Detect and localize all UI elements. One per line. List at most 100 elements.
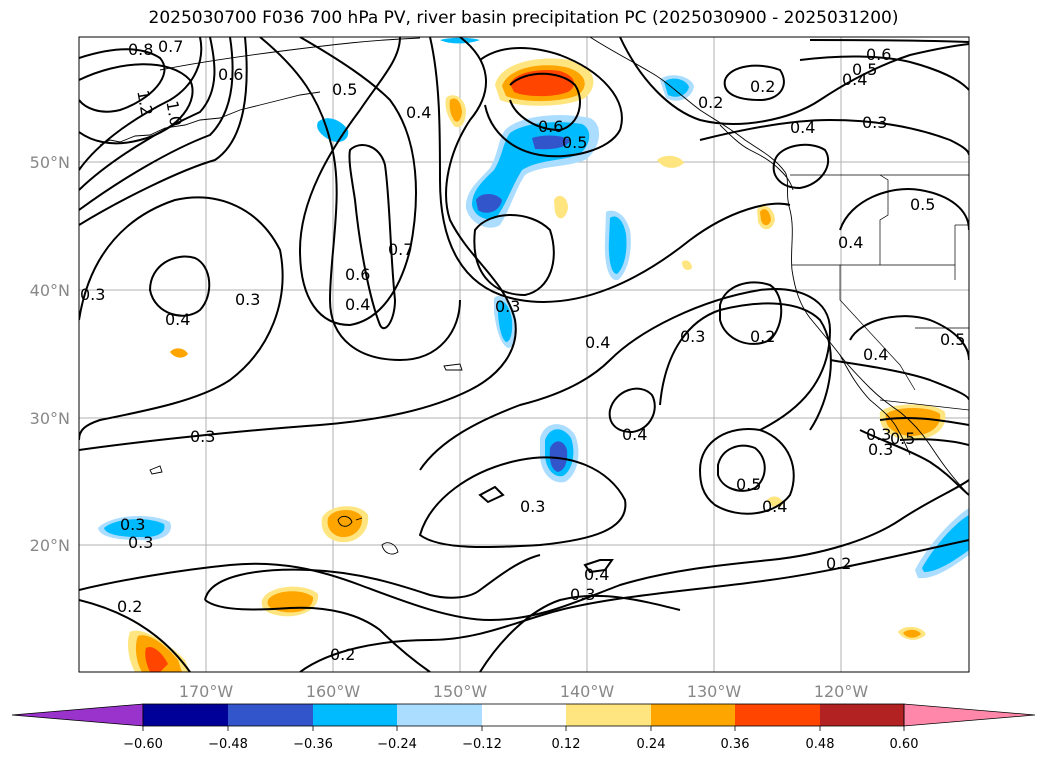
contour-labels: 0.8 0.7 1.2 1.0 0.6 0.5 0.4 0.3 0.6 0.5 … xyxy=(80,37,965,664)
contour-label: 0.4 xyxy=(345,295,370,314)
colorbar-swatch xyxy=(397,704,482,726)
lat-label: 20°N xyxy=(30,536,70,555)
contour-label: 0.2 xyxy=(330,645,355,664)
precip-blob-negative xyxy=(922,515,969,572)
contour-label: 0.2 xyxy=(826,554,851,573)
pv-contour xyxy=(204,599,431,672)
precip-blob-negative xyxy=(549,441,568,472)
contour-label: 0.4 xyxy=(584,565,609,584)
pv-contour xyxy=(659,302,832,431)
lon-label: 170°W xyxy=(179,682,234,701)
pv-contour xyxy=(839,188,969,231)
colorbar-outline xyxy=(142,703,905,727)
contour-label: 0.3 xyxy=(120,515,145,534)
contour-label: 0.2 xyxy=(750,77,775,96)
colorbar-swatch xyxy=(566,704,651,726)
pv-contour xyxy=(608,387,656,434)
contour-label: 0.4 xyxy=(863,345,888,364)
island-small xyxy=(149,465,163,475)
precip-blob-positive xyxy=(682,260,692,270)
pv-contour xyxy=(299,539,969,672)
islands-aleutians xyxy=(99,91,321,146)
map-frame xyxy=(78,36,970,673)
pv-contour xyxy=(809,39,969,43)
border-ca-nv xyxy=(839,265,916,391)
colorbar-tick-label: −0.24 xyxy=(377,737,417,752)
precip-blob-positive xyxy=(760,209,771,226)
precip-blob-positive xyxy=(903,629,921,638)
pv-contour xyxy=(79,37,216,191)
lon-label: 130°W xyxy=(687,682,742,701)
pv-contour xyxy=(79,37,248,226)
precip-blob-negative xyxy=(532,135,570,150)
contour-label: 0.3 xyxy=(862,113,887,132)
precip-blob-positive xyxy=(885,408,941,436)
contour-label: 0.5 xyxy=(562,133,587,152)
contour-label: 0.6 xyxy=(345,265,370,284)
colorbar-swatch xyxy=(820,704,904,726)
pv-contour xyxy=(698,428,795,515)
lon-label: 160°W xyxy=(306,682,361,701)
precip-blob-negative xyxy=(664,78,689,97)
pv-contour xyxy=(479,47,623,158)
contour-label: 0.4 xyxy=(406,103,431,122)
pv-contour xyxy=(298,37,417,327)
colorbar-tick-label: 0.60 xyxy=(890,737,919,752)
colorbar-tick-label: 0.36 xyxy=(721,737,750,752)
colorbar-tick-label: 0.48 xyxy=(806,737,835,752)
precip-blob-positive xyxy=(145,646,168,672)
contour-label: 0.4 xyxy=(838,233,863,252)
precip-blob-negative xyxy=(476,194,502,213)
island-hawaii xyxy=(337,515,399,555)
contour-label: 0.3 xyxy=(680,327,705,346)
contour-label: 0.4 xyxy=(622,425,647,444)
pv-contour xyxy=(829,359,969,401)
pv-contour xyxy=(419,288,832,471)
contour-label: 0.3 xyxy=(495,297,520,316)
contour-label: 0.3 xyxy=(520,497,545,516)
pv-contour xyxy=(478,485,505,504)
contour-label: 0.3 xyxy=(570,585,595,604)
colorbar-extend-high xyxy=(903,703,1036,727)
coastlines xyxy=(99,37,969,555)
colorbar-swatch xyxy=(143,704,228,726)
pv-contour xyxy=(79,48,166,113)
pv-contour xyxy=(148,255,211,317)
border-id xyxy=(879,174,889,265)
pv-contours xyxy=(79,37,969,672)
pv-contour xyxy=(429,37,791,303)
contour-label: 0.3 xyxy=(190,427,215,446)
colorbar-swatch xyxy=(735,704,820,726)
colorbar-swatch xyxy=(228,704,313,726)
contour-label: 0.4 xyxy=(585,333,610,352)
pv-contour xyxy=(849,315,969,361)
pv-contour xyxy=(583,559,614,574)
contour-label: 0.5 xyxy=(736,475,761,494)
pv-contour xyxy=(899,438,969,446)
precip-blob-negative xyxy=(608,216,627,274)
lat-labels: 50°N 40°N 30°N 20°N xyxy=(30,153,70,555)
contour-label: 0.5 xyxy=(852,60,877,79)
contour-label: 0.2 xyxy=(117,597,142,616)
pv-contour xyxy=(79,37,234,211)
pv-contour xyxy=(473,214,555,297)
colorbar-swatch xyxy=(482,704,566,726)
colorbar-ticks xyxy=(142,726,905,731)
lat-label: 30°N xyxy=(30,409,70,428)
colorbar-swatch xyxy=(313,704,397,726)
lon-label: 140°W xyxy=(560,682,615,701)
pv-contour xyxy=(619,37,969,125)
lon-labels: 170°W 160°W 150°W 140°W 130°W 120°W xyxy=(179,682,869,701)
pv-contour xyxy=(799,55,969,91)
pv-contour xyxy=(79,479,969,622)
contour-label: 0.4 xyxy=(165,310,190,329)
contour-label: 0.2 xyxy=(698,93,723,112)
pv-contour xyxy=(699,118,969,156)
map-title: 2025030700 F036 700 hPa PV, river basin … xyxy=(148,8,899,28)
pv-contour xyxy=(79,196,284,441)
pv-contour xyxy=(509,72,581,132)
coastline-baja xyxy=(839,354,911,456)
coastline-west-coast xyxy=(791,269,969,496)
pv-contour xyxy=(259,37,461,362)
state-borders xyxy=(790,174,969,411)
